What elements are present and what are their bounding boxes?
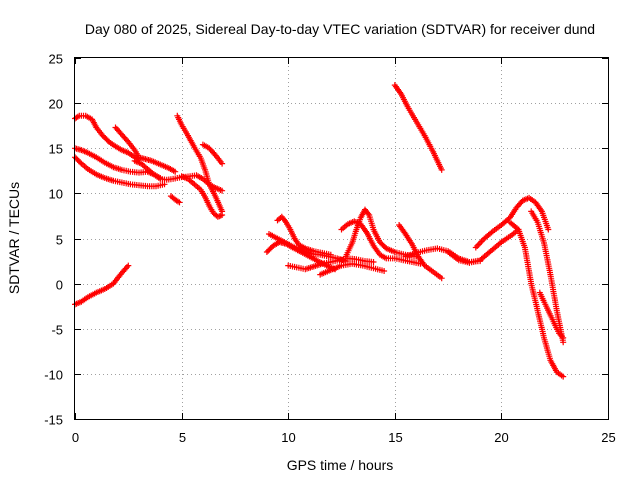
chart-title: Day 080 of 2025, Sidereal Day-to-day VTE… bbox=[85, 21, 595, 37]
y-tick-label: -5 bbox=[51, 323, 63, 338]
series-arc-16 bbox=[338, 218, 424, 267]
data-point bbox=[560, 334, 567, 341]
series-arc-8 bbox=[174, 112, 226, 215]
x-tick-label: 10 bbox=[281, 430, 295, 445]
data-point bbox=[219, 187, 226, 194]
data-point bbox=[125, 262, 132, 269]
x-tick-label: 5 bbox=[179, 430, 186, 445]
data-point bbox=[219, 212, 226, 218]
series-arc-10 bbox=[199, 141, 226, 167]
data-point bbox=[219, 160, 226, 167]
y-tick-label: 20 bbox=[49, 97, 63, 112]
y-tick-label: 25 bbox=[49, 52, 63, 67]
series-arc-21 bbox=[445, 226, 522, 266]
series-arc-9 bbox=[178, 173, 226, 220]
series-arc-15 bbox=[317, 260, 388, 278]
series-arc-3 bbox=[112, 124, 179, 175]
data-point bbox=[438, 275, 445, 282]
series-arc-7 bbox=[167, 193, 183, 206]
x-tick-label: 20 bbox=[494, 430, 508, 445]
y-tick-label: -10 bbox=[44, 368, 63, 383]
data-point bbox=[545, 226, 552, 233]
data-point bbox=[176, 199, 183, 206]
y-tick-label: 0 bbox=[56, 278, 63, 293]
series-arc-1 bbox=[72, 262, 132, 308]
y-axis-ticks: -15 -10 -5 0 5 10 15 20 25 bbox=[44, 52, 608, 428]
series-arc-2 bbox=[72, 112, 142, 163]
series-arc-23 bbox=[506, 219, 567, 380]
data-point bbox=[560, 373, 567, 380]
x-tick-label: 0 bbox=[72, 430, 79, 445]
y-tick-label: 15 bbox=[49, 142, 63, 157]
data-point bbox=[327, 251, 334, 258]
data-point bbox=[370, 259, 377, 265]
y-axis-label: SDTVAR / TECUs bbox=[6, 182, 22, 294]
grid-lines bbox=[75, 58, 608, 419]
x-tick-label: 25 bbox=[601, 430, 615, 445]
plot-frame bbox=[74, 57, 609, 420]
series-arc-17 bbox=[342, 206, 420, 260]
x-axis-ticks: 0 5 10 15 20 25 bbox=[72, 58, 616, 445]
x-axis-label: GPS time / hours bbox=[287, 457, 394, 473]
data-point bbox=[172, 168, 179, 175]
y-tick-label: 10 bbox=[49, 187, 63, 202]
data-point bbox=[365, 210, 372, 217]
data-points bbox=[72, 82, 567, 380]
series-arc-13 bbox=[274, 213, 334, 258]
y-tick-label: -15 bbox=[44, 413, 63, 428]
series-arc-14 bbox=[285, 255, 377, 273]
data-point bbox=[381, 268, 388, 274]
data-point bbox=[438, 166, 445, 173]
y-tick-label: 5 bbox=[56, 233, 63, 248]
series-arc-18 bbox=[391, 82, 445, 173]
series-arc-19 bbox=[396, 222, 445, 282]
series-arc-25 bbox=[536, 289, 567, 341]
series-arc-24 bbox=[528, 208, 567, 346]
x-tick-label: 15 bbox=[388, 430, 402, 445]
